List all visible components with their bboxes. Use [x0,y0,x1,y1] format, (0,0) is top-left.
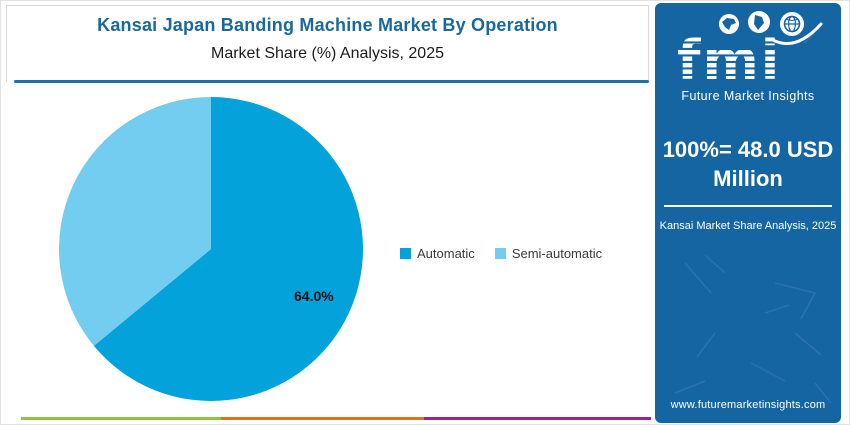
legend-swatch-semi-automatic [494,248,506,259]
legend-swatch-automatic [400,248,411,259]
accent-bar-purple [424,417,651,420]
title-card: Kansai Japan Banding Machine Market By O… [6,5,649,82]
market-share-caption: Kansai Market Share Analysis, 2025 [659,220,837,232]
headline-divider [664,205,832,207]
south-america-map-icon [748,11,770,33]
pie-slice-automatic [93,97,363,401]
north-america-map-icon [719,14,739,34]
legend-item-semi-automatic: Semi-automatic [494,246,603,261]
fmi-logo: fmi Fut [655,11,841,103]
accent-bar-green [21,417,221,420]
fmi-logo-text: fmi [677,29,781,83]
legend: Automatic Semi-automatic [400,246,602,261]
legend-item-automatic: Automatic [400,246,475,261]
website-url: www.futuremarketinsights.com [670,399,826,411]
brand-panel: fmi Fut [655,3,841,423]
market-size-headline: 100%= 48.0 USD Million [655,135,841,193]
accent-bar-orange [221,417,424,420]
page-subtitle: Market Share (%) Analysis, 2025 [211,45,444,62]
market-size-line2: Million [713,166,783,191]
market-size-line1: 100%= 48.0 USD [662,137,834,162]
page-title: Kansai Japan Banding Machine Market By O… [97,15,558,35]
logo-tagline: Future Market Insights [681,89,815,103]
pie-slice-semi-automatic [59,97,211,346]
footer-accent-bar [21,417,651,420]
pie-slice-label: 64.0% [294,288,334,304]
legend-label-semi-automatic: Semi-automatic [511,246,603,261]
legend-label-automatic: Automatic [417,246,475,261]
logo-swoosh [769,22,823,45]
globe-icon [780,12,804,36]
title-underline [14,80,649,83]
pie-chart [59,97,363,401]
fmi-logo-graphic: fmi [677,11,823,92]
